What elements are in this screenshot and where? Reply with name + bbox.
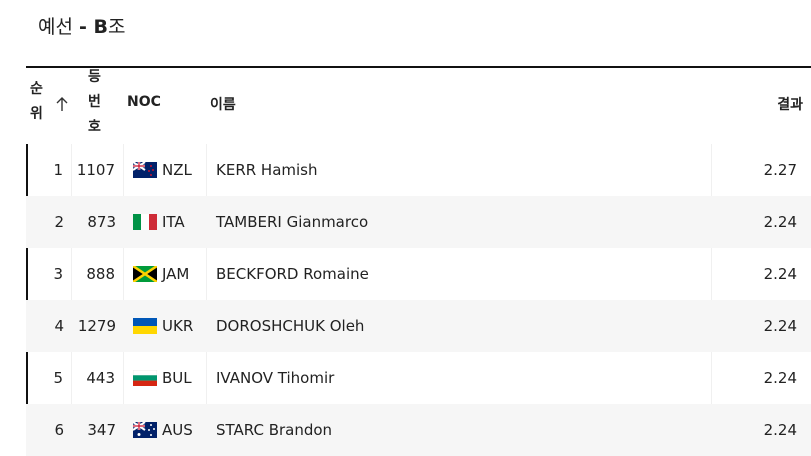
noc: ITA [162, 213, 185, 231]
rank-cell: 6 [26, 404, 72, 456]
bib: 1107 [76, 161, 115, 179]
name-header: 이름 [210, 97, 236, 113]
rank: 6 [54, 421, 64, 439]
athlete-name: KERR Hamish [216, 161, 318, 179]
bib-cell: 873 [72, 196, 124, 248]
bib-cell: 1107 [72, 144, 124, 196]
result-cell: 2.24 [712, 404, 811, 456]
bib: 1279 [77, 317, 116, 335]
athlete-name-cell: IVANOV Tihomir [207, 352, 712, 404]
rank: 3 [53, 265, 63, 283]
result-cell: 2.24 [712, 196, 811, 248]
athlete-name-cell: BECKFORD Romaine [207, 248, 712, 300]
table-row: 6 347 AUS STARC Brandon 2.24 [26, 404, 811, 456]
flag [133, 213, 157, 230]
noc: UKR [162, 317, 194, 335]
result-cell: 2.24 [712, 352, 811, 404]
athlete-name-cell: DOROSHCHUK Oleh [207, 300, 712, 352]
rank-header[interactable]: 순위 [30, 81, 43, 122]
athlete-name: DOROSHCHUK Oleh [216, 317, 365, 335]
result-cell: 2.24 [712, 300, 811, 352]
heading: 예선 - B조 [38, 12, 125, 39]
bib-cell: 1279 [72, 300, 124, 352]
sort-arrow[interactable] [56, 96, 68, 112]
noc-cell: JAM [124, 248, 207, 300]
result: 2.24 [763, 213, 797, 231]
bib-header: 등번호 [88, 69, 101, 135]
result-cell: 2.27 [712, 144, 811, 196]
bib: 888 [86, 265, 115, 283]
result: 2.24 [763, 421, 797, 439]
table-top-rule [26, 66, 811, 68]
rank-cell: 4 [26, 300, 72, 352]
athlete-name: TAMBERI Gianmarco [216, 213, 369, 231]
athlete-name: IVANOV Tihomir [216, 369, 335, 387]
suffix: 조 [108, 16, 126, 38]
rank: 2 [54, 213, 64, 231]
noc-header: NOC [127, 94, 161, 110]
rank-cell: 1 [26, 144, 72, 196]
athlete-name-cell: STARC Brandon [207, 404, 712, 456]
flag [133, 317, 157, 334]
noc-cell: BUL [124, 352, 207, 404]
table-row: 2 873 ITA TAMBERI Gianmarco 2.24 [26, 196, 811, 248]
flag [131, 420, 159, 439]
flag [131, 264, 159, 283]
noc: JAM [162, 265, 190, 283]
result-cell: 2.24 [712, 248, 811, 300]
table-row: 5 443 BUL IVANOV Tihomir 2.24 [26, 352, 811, 404]
bib-cell: 443 [72, 352, 124, 404]
rank-cell: 5 [26, 352, 72, 404]
noc-cell: AUS [124, 404, 207, 456]
group: - B [79, 16, 108, 38]
noc: AUS [162, 421, 193, 439]
table-row: 1 1107 NZL KERR Hamish 2.27 [26, 144, 811, 196]
bib-cell: 888 [72, 248, 124, 300]
bib: 443 [86, 369, 115, 387]
rank: 5 [53, 369, 63, 387]
bib-cell: 347 [72, 404, 124, 456]
result: 2.24 [763, 265, 797, 283]
stage: 예선 [38, 16, 73, 38]
rank-cell: 2 [26, 196, 72, 248]
athlete-name-cell: TAMBERI Gianmarco [207, 196, 712, 248]
athlete-name: STARC Brandon [216, 421, 333, 439]
result-header: 결과 [777, 97, 803, 113]
flag [132, 369, 158, 386]
result: 2.27 [763, 161, 797, 179]
athlete-name: BECKFORD Romaine [216, 265, 369, 283]
noc-cell: UKR [124, 300, 207, 352]
bib: 873 [87, 213, 116, 231]
table-row: 4 1279 UKR DOROSHCHUK Oleh 2.24 [26, 300, 811, 352]
bib: 347 [87, 421, 116, 439]
noc-cell: ITA [124, 196, 207, 248]
rank: 4 [54, 317, 64, 335]
rank-cell: 3 [26, 248, 72, 300]
result: 2.24 [763, 369, 797, 387]
rank: 1 [53, 161, 63, 179]
noc: NZL [162, 161, 192, 179]
result: 2.24 [763, 317, 797, 335]
table-row: 3 888 JAM BECKFORD Romaine 2.24 [26, 248, 811, 300]
flag [131, 160, 159, 179]
noc: BUL [162, 369, 192, 387]
noc-cell: NZL [124, 144, 207, 196]
athlete-name-cell: KERR Hamish [207, 144, 712, 196]
